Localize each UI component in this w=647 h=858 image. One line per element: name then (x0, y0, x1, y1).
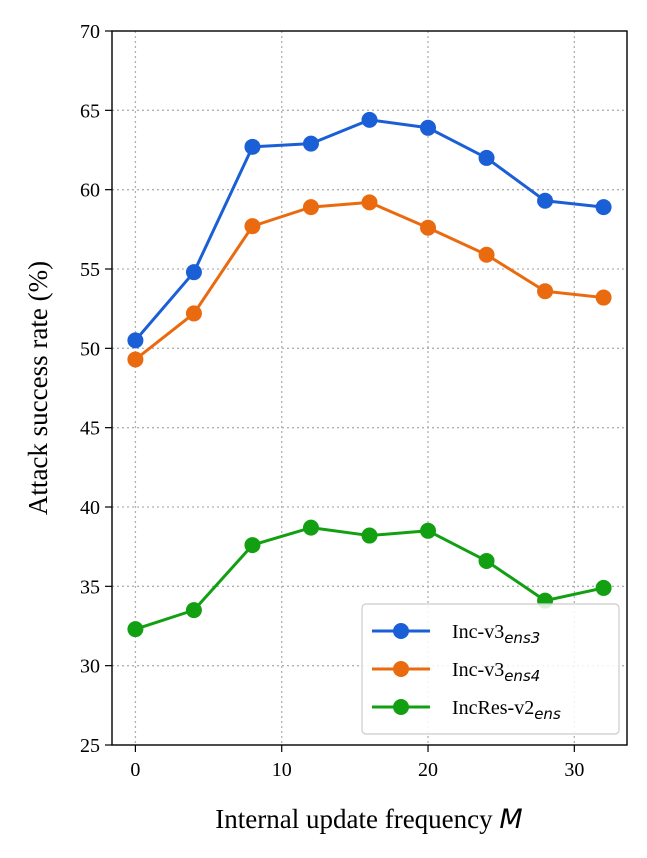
legend-entry: Inc-v3ens3 (372, 621, 540, 647)
x-axis-label: Internal update frequency M (215, 804, 522, 835)
y-tick-label: 50 (80, 338, 100, 360)
data-point (478, 246, 495, 263)
y-tick-label: 65 (80, 100, 100, 122)
data-point (244, 138, 261, 155)
legend-label: IncRes-v2ens (452, 697, 561, 723)
series-3 (127, 519, 612, 638)
data-point (537, 192, 554, 209)
series-2 (127, 194, 612, 368)
data-point (185, 602, 202, 619)
data-point (595, 199, 612, 216)
legend: Inc-v3ens3 Inc-v3ens4 IncRes-v2ens (361, 603, 620, 735)
x-tick-label: 0 (130, 759, 140, 781)
data-point (361, 194, 378, 211)
data-point (302, 199, 319, 216)
y-tick-label: 35 (80, 576, 100, 598)
data-point (361, 527, 378, 544)
legend-entry: Inc-v3ens4 (372, 659, 540, 685)
y-tick-label: 40 (80, 497, 100, 519)
y-tick-label: 60 (80, 180, 100, 202)
legend-marker (393, 661, 409, 677)
data-point (302, 135, 319, 152)
x-tick-label: 20 (418, 759, 438, 781)
ticks: 25 30 35 40 45 50 55 60 65 70 0 10 20 30 (80, 21, 584, 781)
data-point (478, 552, 495, 569)
data-point (185, 264, 202, 281)
data-point (127, 621, 144, 638)
data-point (537, 283, 554, 300)
data-point (595, 579, 612, 596)
legend-label: Inc-v3ens3 (452, 621, 540, 647)
legend-label: Inc-v3ens4 (452, 659, 540, 685)
data-point (127, 351, 144, 368)
y-tick-label: 25 (80, 735, 100, 757)
legend-entry: IncRes-v2ens (372, 697, 561, 723)
data-point (127, 332, 144, 349)
y-tick-label: 55 (80, 259, 100, 281)
series-line (134, 118, 604, 342)
data-point (185, 305, 202, 322)
series-layer (127, 111, 612, 638)
plot-frame (111, 30, 628, 746)
series-1 (127, 111, 612, 349)
series-line (134, 200, 604, 361)
legend-marker (393, 623, 409, 639)
legend-frame (361, 603, 620, 735)
data-point (420, 219, 437, 236)
y-tick-label: 30 (80, 656, 100, 678)
legend-marker (393, 699, 409, 715)
x-tick-label: 30 (564, 759, 584, 781)
data-point (244, 218, 261, 235)
y-tick-label: 70 (80, 21, 100, 43)
data-point (595, 289, 612, 306)
data-point (478, 149, 495, 166)
data-point (420, 119, 437, 136)
data-point (302, 519, 319, 536)
data-point (361, 111, 378, 128)
y-axis-label: Attack success rate (%) (23, 261, 53, 515)
y-tick-label: 45 (80, 418, 100, 440)
x-tick-label: 10 (272, 759, 292, 781)
data-point (420, 522, 437, 539)
data-point (244, 537, 261, 554)
